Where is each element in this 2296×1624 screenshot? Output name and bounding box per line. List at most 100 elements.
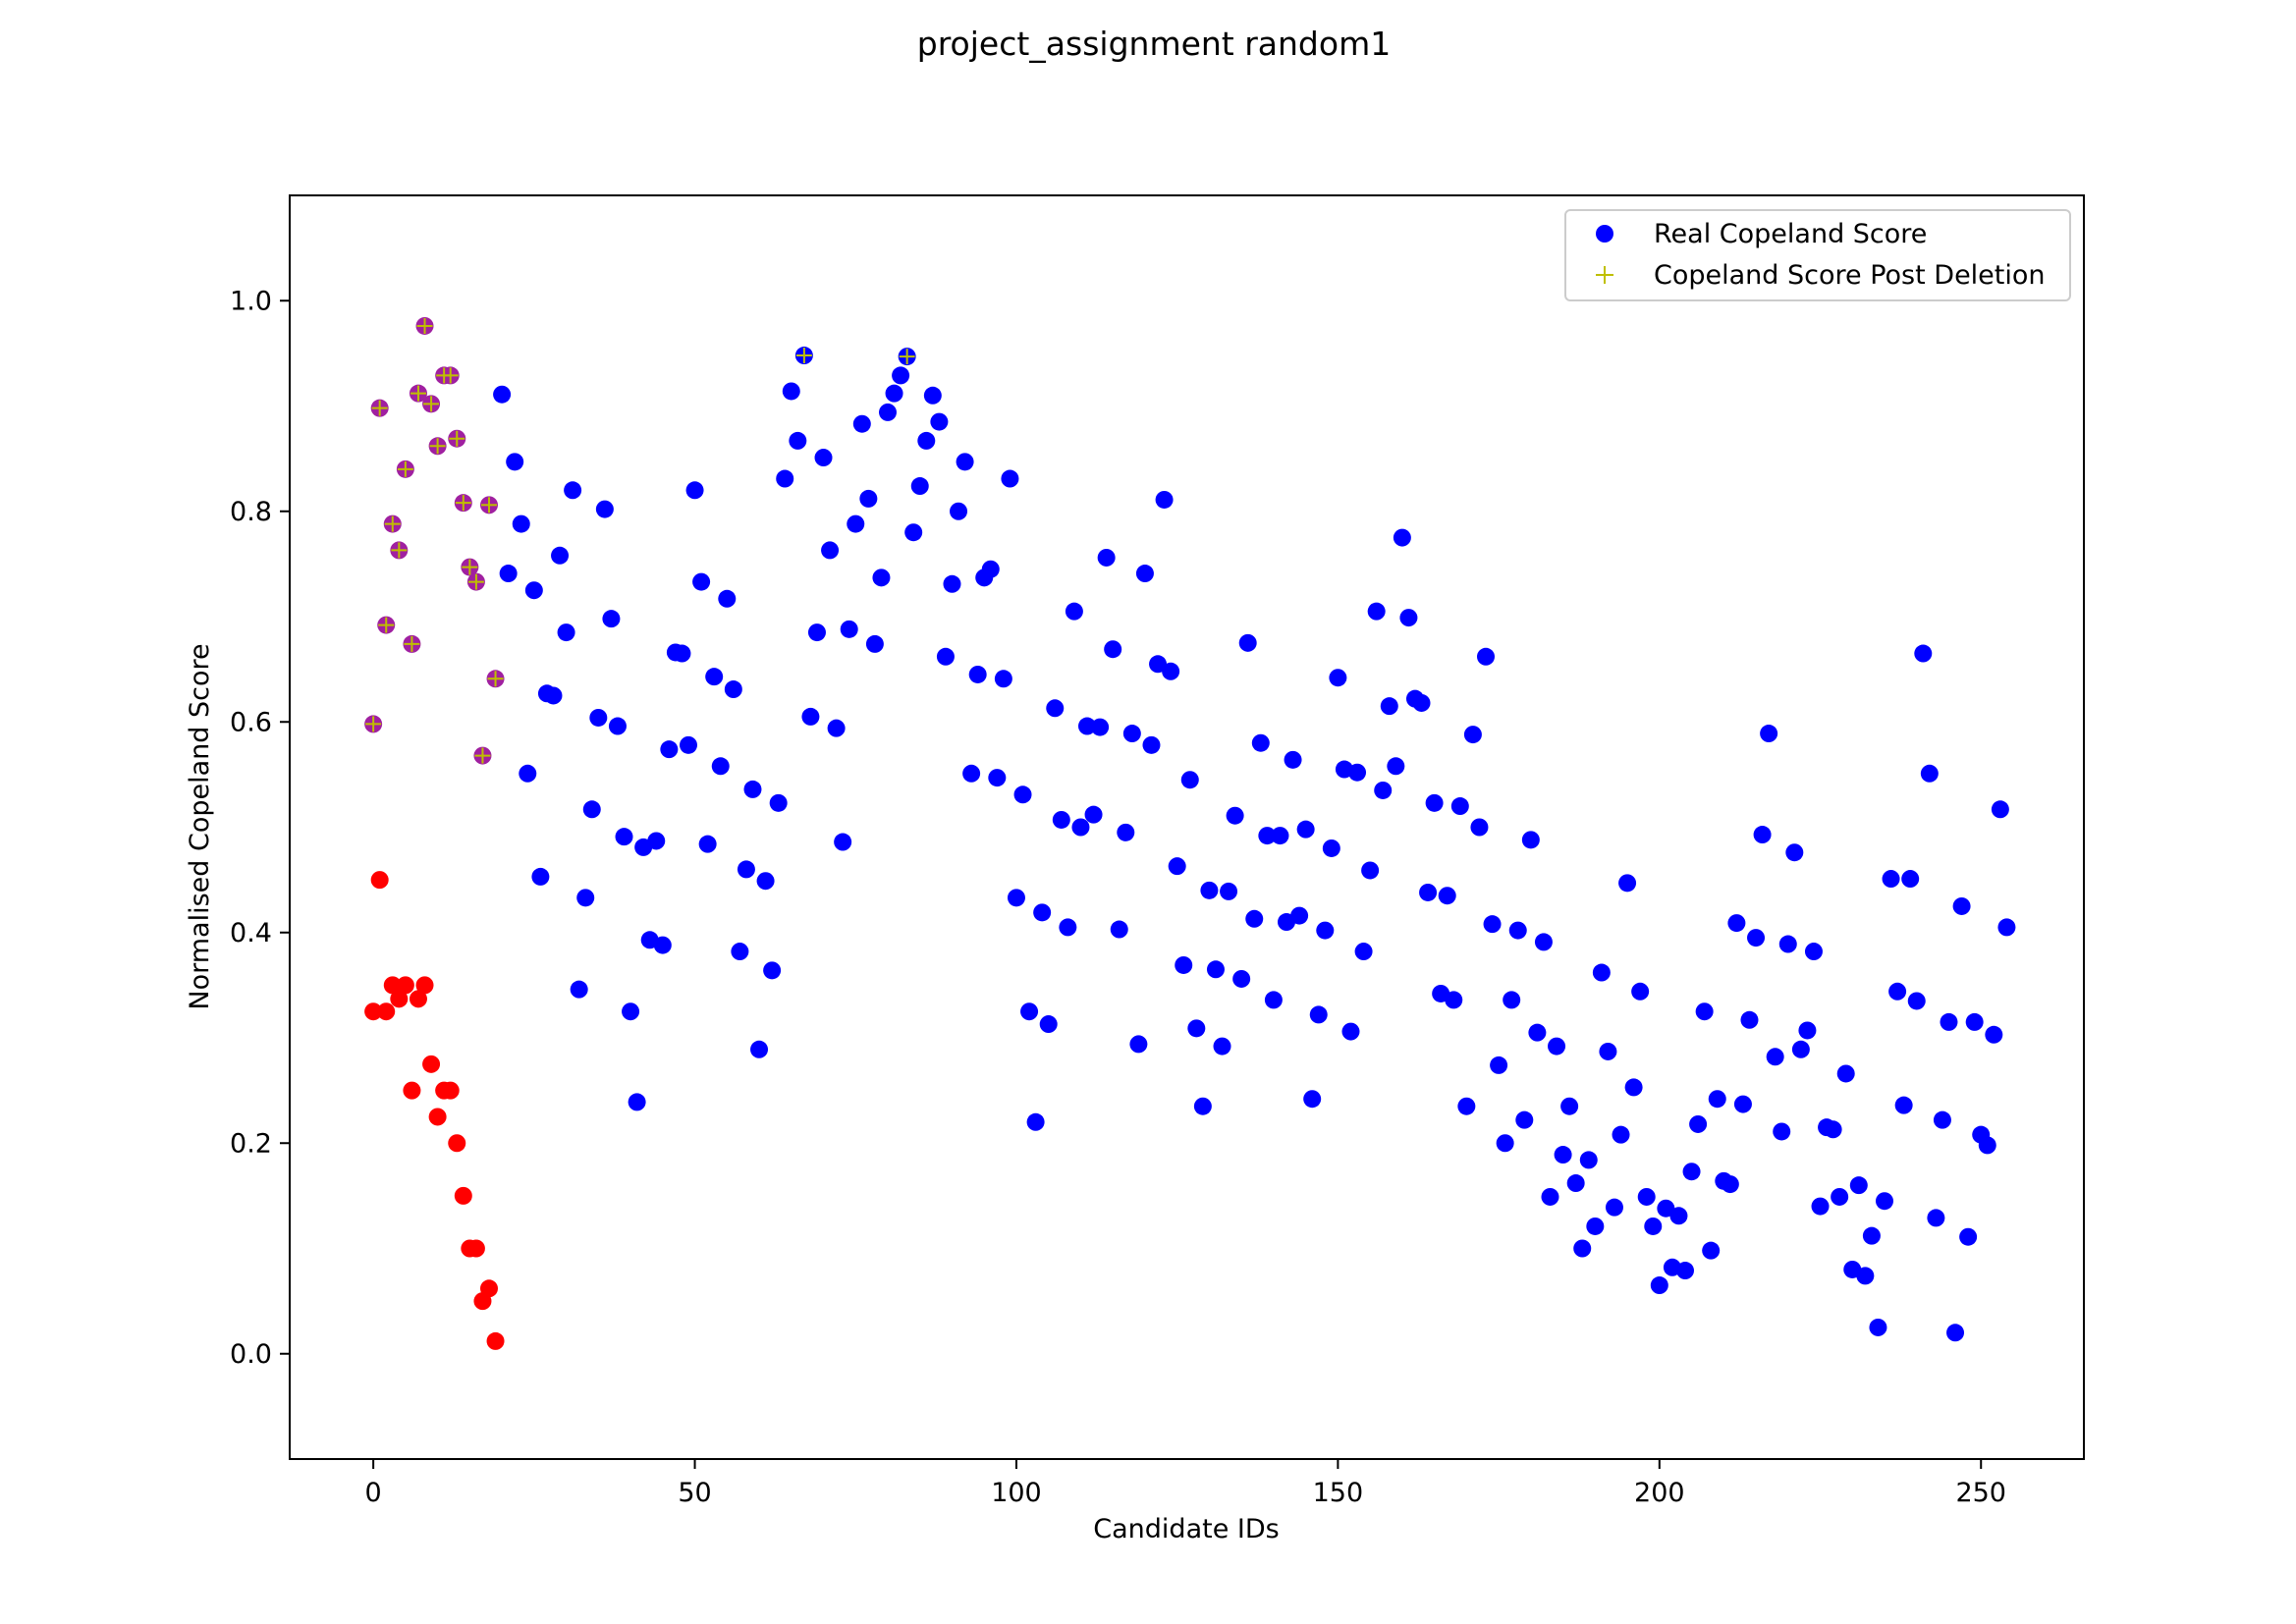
deleted-score-point [486,1331,505,1350]
real-score-point [1836,1064,1855,1083]
real-score-point [1920,764,1939,783]
real-score-point [1515,1110,1534,1129]
deleted-score-point [466,1239,485,1258]
real-score-point [1162,662,1180,680]
real-score-point [1978,1136,1996,1155]
real-score-point [1155,490,1174,509]
real-score-point [1907,992,1926,1010]
real-score-point [1175,955,1193,974]
y-tick-label: 0.6 [230,707,272,737]
real-score-point [885,384,903,403]
x-tick-label: 0 [365,1478,382,1508]
deleted-score-point [422,1055,441,1073]
real-score-point [1226,806,1244,825]
real-score-point [852,414,871,433]
deleted-score-point [448,1134,466,1153]
plot-area [289,194,2085,1460]
post-deletion-point [442,367,459,384]
real-score-point [1804,943,1823,961]
real-score-point [1849,1176,1868,1195]
real-score-point [524,581,543,600]
real-score-point [962,764,981,783]
legend-label-real: Real Copeland Score [1654,219,1927,249]
y-tick-label: 0.0 [230,1339,272,1370]
real-score-point [1271,827,1289,845]
real-score-point [1631,982,1650,1001]
real-score-point [1290,906,1309,925]
real-score-point [1380,697,1398,716]
real-score-point [750,1040,769,1058]
real-score-point [1213,1037,1231,1056]
real-score-point [756,872,775,891]
real-score-point [1393,528,1411,547]
real-score-point [865,634,884,653]
real-score-point [1554,1146,1572,1164]
real-score-point [1785,843,1804,862]
real-score-point [660,740,679,759]
real-score-point [1206,960,1225,979]
real-score-point [1573,1239,1592,1258]
real-score-point [1946,1324,1965,1342]
y-tick-label: 1.0 [230,286,272,316]
real-score-point [1702,1241,1721,1260]
real-score-point [1329,669,1347,687]
real-score-point [1193,1097,1212,1115]
real-score-point [821,541,840,560]
post-deletion-point [449,430,465,447]
real-score-point [1309,1005,1328,1024]
real-score-point [595,500,614,518]
real-score-point [840,620,858,638]
real-score-point [827,719,846,737]
x-tick-label: 150 [1313,1478,1364,1508]
real-score-point [1862,1226,1881,1245]
real-score-point [1682,1163,1701,1181]
real-score-point [988,769,1007,787]
x-tick-label: 50 [678,1478,711,1508]
real-score-point [1888,982,1907,1001]
post-deletion-point [416,317,433,334]
real-score-point [1650,1276,1668,1295]
real-score-point [1483,915,1502,934]
real-score-point [904,523,923,542]
real-score-point [1586,1217,1605,1235]
real-score-point [1965,1012,1984,1031]
post-deletion-point [423,396,440,412]
real-score-point [981,560,1000,578]
real-score-point [1901,870,1920,889]
real-score-point [1264,991,1283,1009]
real-score-point [544,686,563,705]
real-score-point [1322,839,1340,857]
real-score-point [551,546,570,565]
real-score-point [737,860,755,879]
real-score-point [1541,1187,1559,1206]
deleted-score-point [396,976,414,995]
real-score-point [557,623,575,642]
real-score-point [1149,655,1168,674]
real-score-point [1463,726,1482,744]
real-score-point [1284,750,1302,769]
real-score-point [1457,1097,1476,1115]
real-score-point [1894,1096,1913,1114]
real-score-point [1303,1090,1322,1109]
real-score-point [801,707,820,726]
real-score-point [1470,818,1489,837]
real-score-point [943,574,961,593]
real-score-point [910,477,929,496]
real-score-point [1450,797,1469,816]
real-score-point [531,867,550,886]
real-score-point [1374,781,1393,799]
real-score-point [1592,963,1611,982]
deleted-score-point [454,1186,472,1205]
real-score-point [1046,699,1065,718]
deleted-score-point [428,1108,447,1126]
real-score-point [950,502,968,520]
real-score-point [1503,991,1521,1009]
real-score-point [1959,1227,1978,1246]
real-score-point [1876,1192,1893,1211]
real-score-point [1882,870,1900,889]
real-score-point [1733,1095,1752,1113]
real-score-point [1059,918,1077,937]
real-score-point [847,514,865,533]
deleted-score-point [409,990,427,1008]
